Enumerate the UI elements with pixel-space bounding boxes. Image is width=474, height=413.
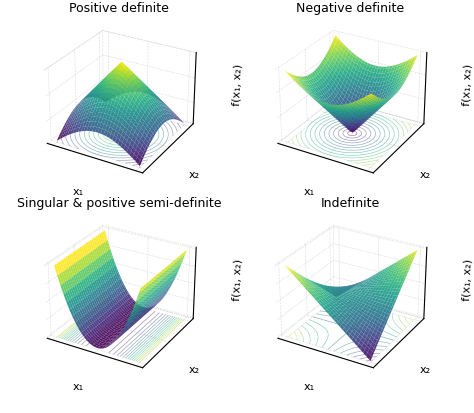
Title: Singular & positive semi-definite: Singular & positive semi-definite xyxy=(17,197,221,210)
X-axis label: x₁: x₁ xyxy=(303,381,314,391)
X-axis label: x₁: x₁ xyxy=(73,187,84,197)
Y-axis label: x₂: x₂ xyxy=(420,169,431,179)
Y-axis label: x₂: x₂ xyxy=(189,169,200,179)
X-axis label: x₁: x₁ xyxy=(303,187,314,197)
Y-axis label: x₂: x₂ xyxy=(189,364,200,374)
X-axis label: x₁: x₁ xyxy=(73,381,84,391)
Title: Indefinite: Indefinite xyxy=(320,197,380,210)
Title: Negative definite: Negative definite xyxy=(296,2,404,15)
Title: Positive definite: Positive definite xyxy=(69,2,169,15)
Y-axis label: x₂: x₂ xyxy=(420,364,431,374)
